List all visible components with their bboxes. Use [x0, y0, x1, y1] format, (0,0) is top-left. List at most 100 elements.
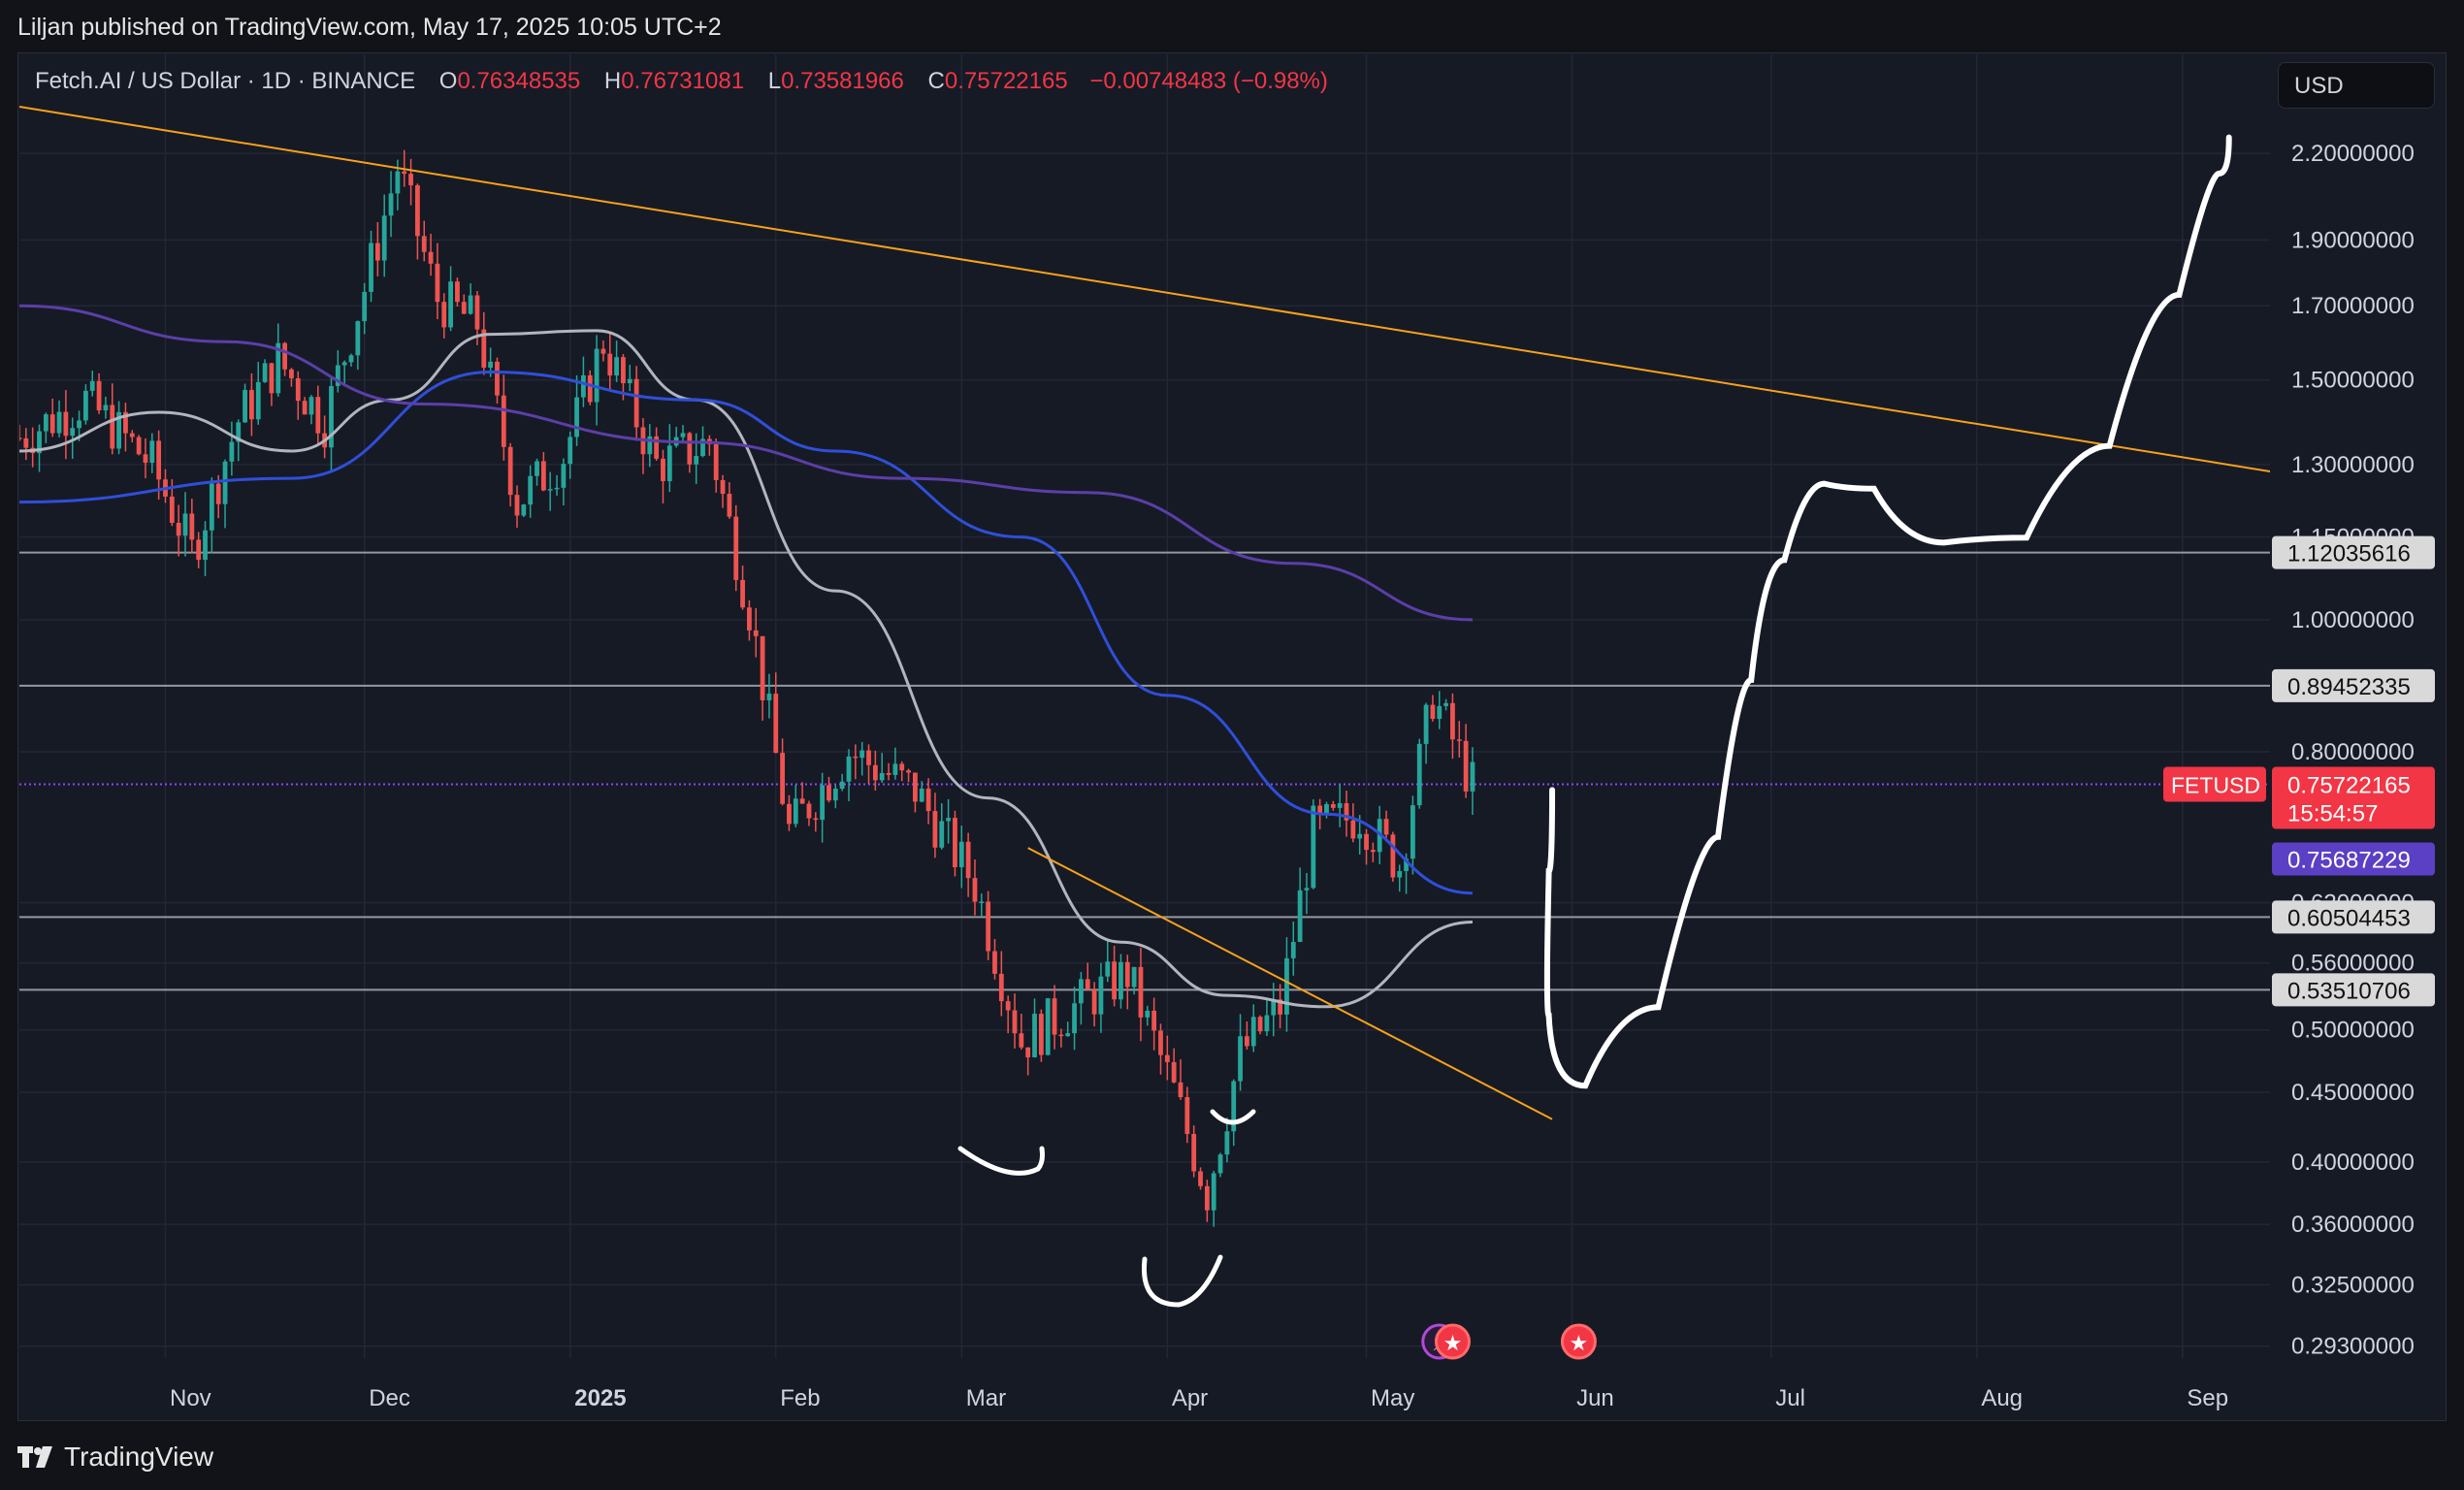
- candle-body: [169, 496, 175, 523]
- candle-body: [965, 841, 971, 879]
- candle-body: [886, 772, 892, 775]
- candle-body: [156, 440, 162, 480]
- candle-body: [747, 607, 752, 631]
- trendline: [19, 106, 2270, 472]
- candle-body: [1112, 961, 1117, 1000]
- currency-button[interactable]: USD: [2278, 62, 2435, 109]
- candle-body: [1290, 941, 1296, 958]
- x-tick-label: Jun: [1576, 1385, 1614, 1411]
- candle-body: [222, 461, 228, 504]
- candle-body: [143, 454, 148, 464]
- candle-body: [899, 763, 905, 771]
- candle-body: [421, 236, 427, 252]
- candle-body: [388, 193, 394, 216]
- candle-body: [600, 348, 606, 354]
- candle-body: [77, 420, 81, 429]
- candle-body: [766, 694, 772, 700]
- candle-body: [1191, 1133, 1197, 1172]
- candle-body: [1456, 739, 1462, 741]
- y-tick-label: 0.56000000: [2291, 951, 2415, 977]
- drawn-left-shoulder: [957, 1146, 1045, 1176]
- candle-body: [1357, 833, 1363, 839]
- candle-body: [1344, 803, 1349, 821]
- candle-body: [83, 390, 88, 421]
- candle-body: [1151, 1010, 1157, 1031]
- candle-body: [276, 342, 281, 394]
- us-flag-icon: [1434, 1323, 1471, 1360]
- candle-body: [528, 475, 534, 505]
- candle-body: [614, 357, 619, 376]
- candle-body: [687, 433, 693, 465]
- candle-body: [269, 363, 275, 394]
- candle-body: [1284, 957, 1289, 1015]
- candle-body: [1324, 803, 1329, 814]
- candle-body: [1390, 834, 1396, 878]
- candle-body: [540, 461, 546, 491]
- candle-body: [415, 185, 420, 237]
- candle-body: [215, 483, 221, 504]
- y-tick-label: 0.40000000: [2291, 1150, 2415, 1176]
- tradingview-logo[interactable]: TradingView: [17, 1441, 213, 1473]
- candle-body: [1311, 805, 1316, 889]
- candle-body: [919, 788, 924, 802]
- candle-body: [37, 431, 42, 454]
- drawn-head: [1141, 1254, 1223, 1308]
- candle-body: [495, 361, 500, 396]
- candle-body: [521, 504, 527, 516]
- candle-body: [23, 437, 29, 448]
- candle-body: [561, 464, 567, 488]
- candle-body: [1012, 1010, 1018, 1034]
- candle-body: [196, 539, 202, 561]
- candle-body: [700, 438, 705, 457]
- candle-body: [1198, 1171, 1203, 1186]
- candle-body: [514, 495, 520, 516]
- candle-body: [740, 579, 745, 608]
- candle-body: [633, 378, 639, 428]
- candle-body: [1430, 704, 1436, 720]
- candle-body: [1211, 1173, 1216, 1211]
- countdown-text: 15:54:57: [2287, 801, 2378, 827]
- candle-body: [1158, 1030, 1163, 1055]
- candle-body: [1025, 1047, 1031, 1057]
- ma-value-text: 0.75687229: [2287, 848, 2411, 874]
- candle-body: [1079, 979, 1084, 1004]
- candle-body: [567, 437, 573, 465]
- candle-body: [1131, 966, 1137, 988]
- candle-body: [1350, 820, 1356, 839]
- candle-body: [827, 785, 831, 801]
- candle-body: [89, 380, 95, 391]
- level-price-badge: [2272, 900, 2435, 934]
- candle-body: [474, 295, 480, 330]
- open-value: 0.76348535: [457, 68, 581, 94]
- candle-body: [49, 414, 55, 434]
- candle-body: [1364, 833, 1369, 851]
- y-tick-label: 1.50000000: [2291, 368, 2415, 394]
- candle-body: [1423, 704, 1429, 744]
- chart-area[interactable]: [17, 52, 2447, 1421]
- candle-body: [1304, 888, 1310, 891]
- candle-body: [1091, 989, 1097, 1015]
- candle-body: [329, 386, 334, 448]
- ma-value-badge: [2272, 842, 2435, 876]
- candle-body: [402, 171, 407, 175]
- candle-body: [255, 381, 261, 420]
- candle-body: [289, 369, 294, 378]
- us-flag-icon-glyph: ★: [1443, 1332, 1463, 1356]
- candle-body: [666, 445, 672, 482]
- current-price-badge: [2272, 766, 2435, 829]
- candle-body: [1032, 1014, 1037, 1057]
- candle-body: [1184, 1097, 1190, 1134]
- us-flag-icon: [1560, 1323, 1597, 1360]
- candle-body: [282, 342, 287, 370]
- candle-body: [986, 901, 991, 952]
- candle-body: [348, 355, 354, 363]
- candle-body: [1437, 705, 1443, 720]
- candle-body: [1119, 961, 1123, 1000]
- y-tick-label: 1.70000000: [2291, 293, 2415, 319]
- candle-body: [209, 483, 214, 531]
- candle-body: [1065, 1033, 1071, 1037]
- candle-body: [236, 422, 242, 442]
- drawn-projection-path: [1543, 134, 2232, 1089]
- candle-body: [1245, 1036, 1249, 1047]
